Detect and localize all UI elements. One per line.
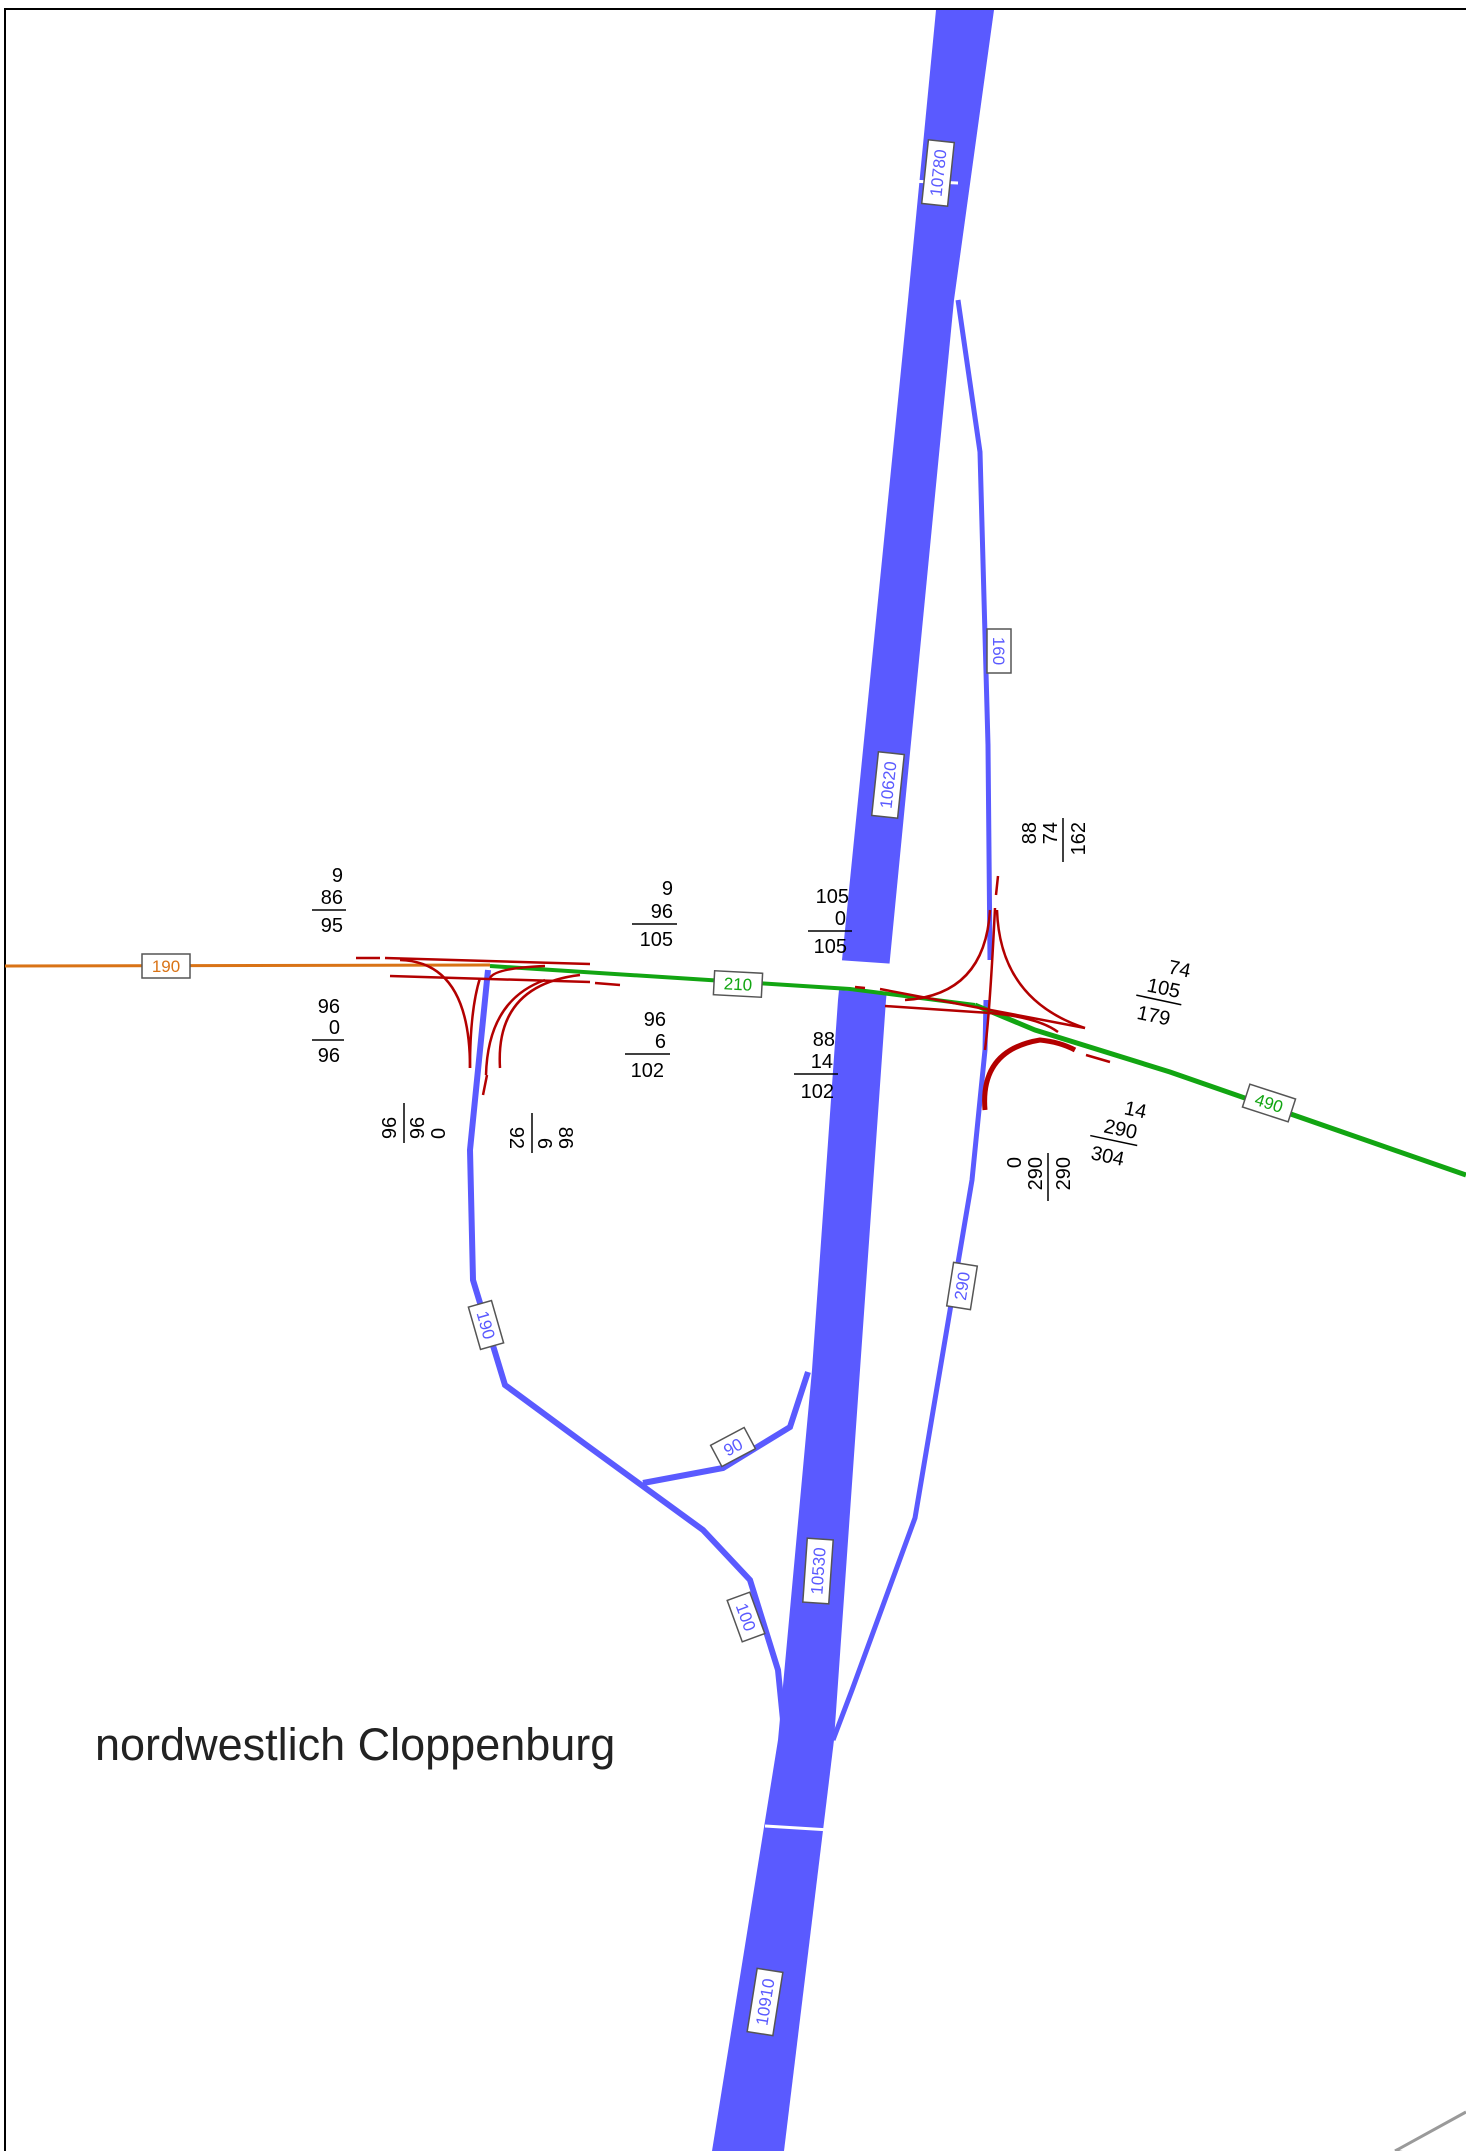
count-total: 102 <box>631 1060 664 1082</box>
count-e-east-lower: 14 290 304 <box>1089 1097 1149 1171</box>
motorway-south <box>712 1740 834 2151</box>
label-ramp-northeast-text: 160 <box>989 637 1008 665</box>
count-e-south: 0 290 290 <box>1004 1153 1075 1201</box>
label-ramp-southeast-text: 290 <box>951 1271 974 1302</box>
count-total: 92 <box>505 1127 527 1149</box>
label-motorway-north: 10780 <box>920 138 956 208</box>
count-mid-upper: 9 96 105 <box>632 878 677 951</box>
ramp-sw-to-motorway <box>642 1371 811 1486</box>
map-title: nordwestlich Cloppenburg <box>95 1719 615 1770</box>
label-road-bridge-text: 210 <box>723 974 752 994</box>
count-w-south-b: 86 6 92 <box>505 1113 576 1153</box>
count-value: 86 <box>554 1127 576 1149</box>
label-ramp-southeast: 290 <box>945 1261 979 1311</box>
road-west <box>4 963 491 968</box>
count-value: 86 <box>321 887 343 909</box>
label-ramp-southwest: 190 <box>467 1299 505 1351</box>
count-value: 0 <box>1004 1157 1026 1168</box>
label-motorway-middle: 10620 <box>870 750 906 820</box>
count-total: 105 <box>640 929 673 951</box>
count-value: 96 <box>651 901 673 923</box>
count-value: 96 <box>405 1117 427 1139</box>
count-w-upper: 9 86 95 <box>312 865 346 937</box>
count-value: 9 <box>332 865 343 887</box>
turn-movements-east <box>854 875 1111 1111</box>
label-road-west-text: 190 <box>152 957 180 976</box>
count-total: 105 <box>814 936 847 958</box>
count-value: 6 <box>655 1031 666 1053</box>
count-value: 88 <box>813 1029 835 1051</box>
bridge-gap <box>837 960 895 994</box>
ramp-northeast <box>955 299 993 961</box>
count-e-north: 88 74 162 <box>1019 818 1090 862</box>
count-bridge-upper: 105 0 105 <box>808 886 852 958</box>
count-value: 14 <box>1122 1097 1148 1123</box>
map-frame <box>4 8 1466 2151</box>
road-east <box>974 1002 1466 1178</box>
minor-road <box>1394 2110 1466 2151</box>
label-motorway-south: 10910 <box>746 1967 784 2037</box>
count-value: 74 <box>1040 822 1062 844</box>
count-mid-lower: 96 6 102 <box>625 1009 670 1082</box>
count-e-east-upper: 74 105 179 <box>1135 956 1193 1030</box>
count-bridge-lower: 88 14 102 <box>794 1029 838 1103</box>
turn-movements-west <box>356 956 621 1096</box>
count-value: 0 <box>835 908 846 930</box>
count-total: 162 <box>1068 822 1090 855</box>
label-ramp-northeast: 160 <box>986 628 1012 674</box>
ramp-southwest <box>466 969 788 1741</box>
motorway-section-mark <box>764 1824 831 1832</box>
count-value: 96 <box>644 1009 666 1031</box>
count-value: 96 <box>318 996 340 1018</box>
count-value: 74 <box>1166 956 1192 982</box>
count-total: 179 <box>1135 1002 1172 1030</box>
count-total: 102 <box>801 1081 834 1103</box>
motorway-south-upper <box>778 1000 886 1740</box>
count-value: 290 <box>1025 1157 1047 1190</box>
count-total: 290 <box>1053 1157 1075 1190</box>
label-motorway-south-upper: 10530 <box>801 1537 835 1605</box>
count-value: 88 <box>1019 822 1041 844</box>
count-value: 105 <box>816 886 849 908</box>
count-w-south-a: 0 96 96 <box>377 1103 448 1143</box>
count-total: 96 <box>377 1117 399 1139</box>
label-road-west: 190 <box>141 953 191 979</box>
count-w-lower: 96 0 96 <box>312 996 344 1067</box>
label-ramp-sw-to-mw: 90 <box>709 1426 757 1468</box>
count-value: 6 <box>533 1138 555 1149</box>
count-value: 0 <box>329 1017 340 1039</box>
label-motorway-south-upper-text: 10530 <box>807 1547 829 1595</box>
count-total: 304 <box>1089 1142 1126 1170</box>
label-road-east: 490 <box>1241 1083 1297 1123</box>
label-motorway-north-text: 10780 <box>927 149 951 198</box>
count-value: 0 <box>426 1128 448 1139</box>
count-value: 9 <box>662 878 673 900</box>
count-value: 14 <box>811 1051 833 1073</box>
count-total: 96 <box>318 1045 340 1067</box>
label-road-bridge: 210 <box>712 969 764 999</box>
label-motorway-middle-text: 10620 <box>877 761 901 810</box>
motorway-middle <box>838 300 954 1000</box>
count-total: 95 <box>321 915 343 937</box>
